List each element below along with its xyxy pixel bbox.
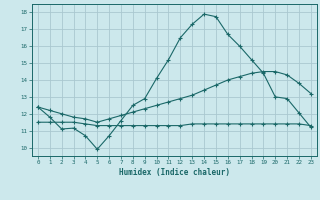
X-axis label: Humidex (Indice chaleur): Humidex (Indice chaleur) [119,168,230,177]
